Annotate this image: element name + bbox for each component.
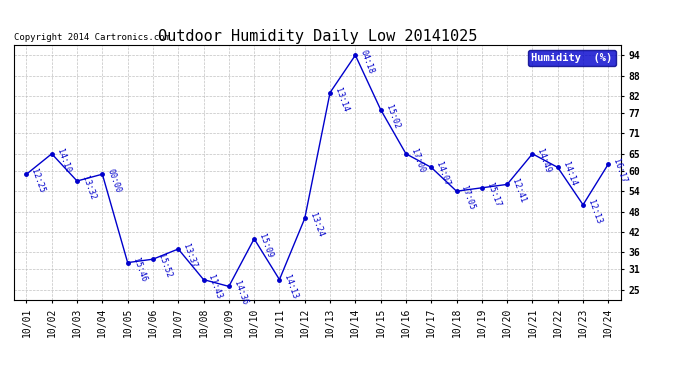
Text: 13:37: 13:37 — [181, 243, 198, 269]
Text: 14:10: 14:10 — [55, 147, 72, 174]
Text: 11:43: 11:43 — [206, 273, 224, 300]
Text: 14:13: 14:13 — [282, 273, 299, 300]
Text: 12:13: 12:13 — [586, 198, 603, 225]
Title: Outdoor Humidity Daily Low 20141025: Outdoor Humidity Daily Low 20141025 — [158, 29, 477, 44]
Text: 12:41: 12:41 — [510, 178, 527, 204]
Text: 15:09: 15:09 — [257, 232, 274, 259]
Text: 15:17: 15:17 — [485, 182, 502, 208]
Text: 14:49: 14:49 — [535, 147, 553, 174]
Text: 15:52: 15:52 — [156, 253, 173, 279]
Text: 00:00: 00:00 — [106, 168, 122, 194]
Legend: Humidity  (%): Humidity (%) — [529, 50, 615, 66]
Text: 13:14: 13:14 — [333, 86, 350, 113]
Text: 15:02: 15:02 — [384, 103, 401, 130]
Text: 16:17: 16:17 — [611, 158, 629, 184]
Text: 14:07: 14:07 — [434, 161, 451, 188]
Text: 15:46: 15:46 — [130, 256, 148, 283]
Text: 12:25: 12:25 — [30, 168, 46, 194]
Text: 17:05: 17:05 — [460, 185, 477, 211]
Text: 13:32: 13:32 — [80, 174, 97, 201]
Text: 04:18: 04:18 — [358, 49, 375, 75]
Text: 17:00: 17:00 — [409, 147, 426, 174]
Text: 13:24: 13:24 — [308, 212, 325, 238]
Text: 14:14: 14:14 — [561, 161, 578, 188]
Text: Copyright 2014 Cartronics.com: Copyright 2014 Cartronics.com — [14, 33, 170, 42]
Text: 14:36: 14:36 — [232, 280, 249, 306]
